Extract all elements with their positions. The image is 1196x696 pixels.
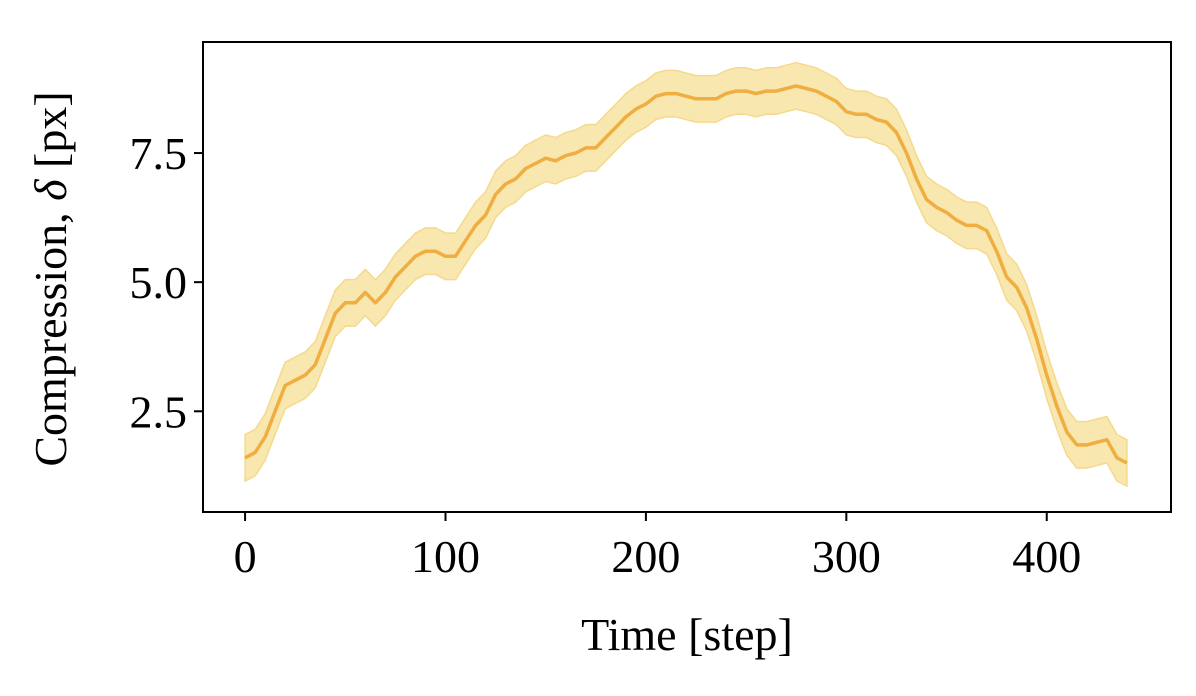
- y-axis-label-symbol: δ: [25, 179, 76, 201]
- confidence-band-layer: [244, 61, 1128, 488]
- y-tick-label: 5.0: [130, 257, 188, 308]
- y-axis-ticks: 2.5 5.0 7.5: [130, 128, 203, 437]
- y-tick-label: 2.5: [130, 386, 188, 437]
- confidence-band: [244, 61, 1128, 488]
- series-line: [244, 84, 1128, 465]
- x-tick-label: 100: [411, 531, 480, 582]
- x-tick-label: 0: [234, 531, 257, 582]
- x-tick-label: 200: [611, 531, 680, 582]
- y-tick-label: 7.5: [130, 128, 188, 179]
- x-axis-label: Time [step]: [581, 609, 793, 660]
- series-line-layer: [244, 84, 1128, 465]
- x-tick-label: 400: [1012, 531, 1081, 582]
- x-axis-ticks: 0 100 200 300 400: [234, 512, 1081, 582]
- plot-frame: [202, 41, 1172, 513]
- y-axis-label: Compression, δ [px]: [25, 91, 76, 466]
- x-tick-label: 300: [812, 531, 881, 582]
- y-axis-label-unit: [px]: [25, 91, 76, 179]
- y-axis-label-text: Compression,: [25, 201, 76, 467]
